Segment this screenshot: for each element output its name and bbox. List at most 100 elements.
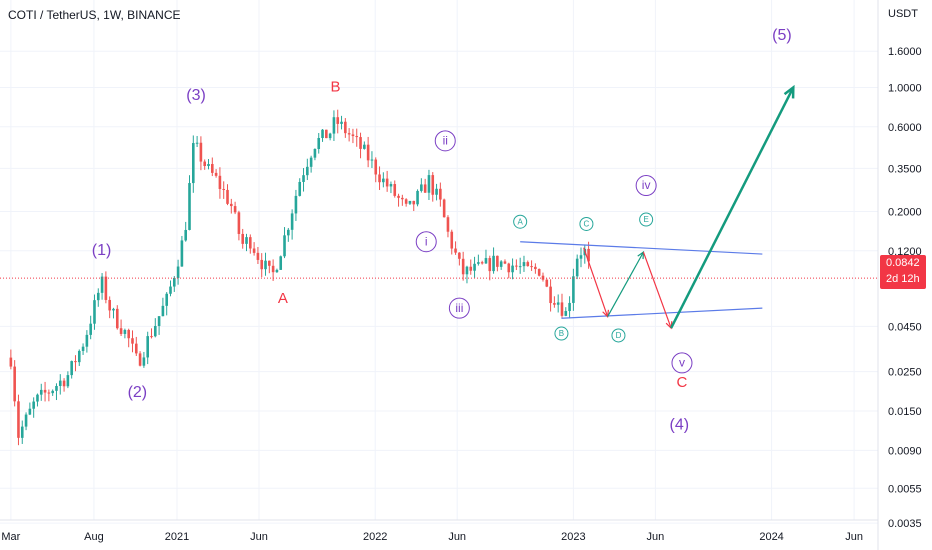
candle-body <box>340 121 343 124</box>
wave-label-primary: (1) <box>92 242 112 259</box>
candle-body <box>271 265 275 273</box>
price-tick-label: 1.6000 <box>888 46 922 58</box>
candle-body <box>359 137 362 149</box>
candle-body <box>564 311 568 316</box>
candle-body <box>366 144 370 161</box>
wave-label-minor: iii <box>455 301 463 315</box>
wave-label-primary: (3) <box>186 87 206 104</box>
candle-body <box>55 385 58 391</box>
candle-body <box>499 261 503 267</box>
candle-body <box>526 262 530 267</box>
candle-body <box>142 357 146 366</box>
candle-body <box>184 229 187 241</box>
candle-body <box>393 184 397 196</box>
candle-body <box>439 188 442 200</box>
projection-arrows <box>583 84 795 330</box>
price-series <box>9 109 590 446</box>
candle-body <box>336 117 340 124</box>
candle-body <box>74 361 77 363</box>
candle-body <box>226 189 229 204</box>
candle-body <box>96 292 100 301</box>
candle-body <box>13 366 16 402</box>
candle-body <box>575 258 579 277</box>
candle-body <box>321 129 324 138</box>
candle-body <box>488 258 492 272</box>
candle-body <box>115 308 119 329</box>
candle-body <box>374 159 378 175</box>
candle-body <box>545 279 549 287</box>
candle-body <box>24 414 28 427</box>
current-price-value: 0.0842 <box>886 257 920 269</box>
candle-body <box>530 266 533 268</box>
wave-label-abc: A <box>278 290 288 307</box>
wave-label-triangle: D <box>616 331 622 340</box>
candle-body <box>218 175 222 189</box>
price-axis-divider <box>0 0 879 550</box>
candle-body <box>355 136 359 138</box>
price-tick-label: 0.0035 <box>888 518 922 530</box>
candle-body <box>176 266 180 278</box>
wave-label-abc: B <box>331 78 341 95</box>
candle-body <box>146 336 149 358</box>
candle-body <box>123 329 127 334</box>
wave-label-circle <box>554 326 569 341</box>
candle-body <box>332 117 336 134</box>
candle-body <box>131 338 134 344</box>
candle-countdown: 2d 12h <box>886 273 920 285</box>
candle-body <box>560 302 564 316</box>
candle-body <box>454 248 457 253</box>
price-tick-label: 0.0090 <box>888 445 922 457</box>
candle-body <box>287 229 290 236</box>
candle-body <box>77 350 81 363</box>
candle-body <box>39 389 43 395</box>
wave-label-circle <box>635 175 657 197</box>
candle-body <box>450 231 454 249</box>
candle-body <box>363 144 366 149</box>
candle-body <box>233 206 237 213</box>
candle-body <box>192 143 195 184</box>
candle-body <box>279 256 283 270</box>
candle-body <box>325 129 328 139</box>
candle-body <box>382 178 385 183</box>
candle-body <box>442 199 446 218</box>
candle-body <box>313 149 317 158</box>
wave-label-abc: C <box>677 374 688 391</box>
price-unit-label: USDT <box>888 8 918 20</box>
candle-body <box>58 380 62 386</box>
candle-body <box>36 394 39 402</box>
candle-body <box>477 262 480 264</box>
candle-body <box>237 212 241 234</box>
trendline <box>520 241 763 255</box>
candle-body <box>541 275 545 280</box>
wave-label-primary: (5) <box>772 27 792 44</box>
candle-body <box>222 188 226 190</box>
candle-body <box>328 133 332 139</box>
candle-body <box>587 248 590 262</box>
candle-body <box>157 316 161 326</box>
candle-body <box>302 175 305 182</box>
candle-body <box>397 195 400 198</box>
candle-body <box>81 346 85 351</box>
price-axis-labels: 1.6000 1.0000 0.6000 0.3500 0.2000 0.1200 0.04… <box>888 46 922 530</box>
wave-label-circle <box>448 297 470 319</box>
candle-body <box>28 408 32 415</box>
candle-body <box>153 325 157 337</box>
candle-body <box>252 248 256 253</box>
candle-body <box>264 260 267 270</box>
candle-body <box>423 184 427 193</box>
candle-body <box>496 255 499 267</box>
candle-body <box>51 390 54 394</box>
candle-body <box>32 401 35 409</box>
time-tick-label: Jun <box>448 531 466 543</box>
candle-body <box>389 184 393 187</box>
candle-body <box>138 353 142 366</box>
price-tick-label: 0.6000 <box>888 122 922 134</box>
candle-body <box>150 336 153 338</box>
candle-body <box>17 401 20 438</box>
candle-body <box>275 269 279 273</box>
candle-body <box>104 276 108 300</box>
chart-title: COTI / TetherUS, 1W, BINANCE <box>8 8 181 22</box>
candle-body <box>43 389 47 393</box>
candle-body <box>203 161 207 167</box>
